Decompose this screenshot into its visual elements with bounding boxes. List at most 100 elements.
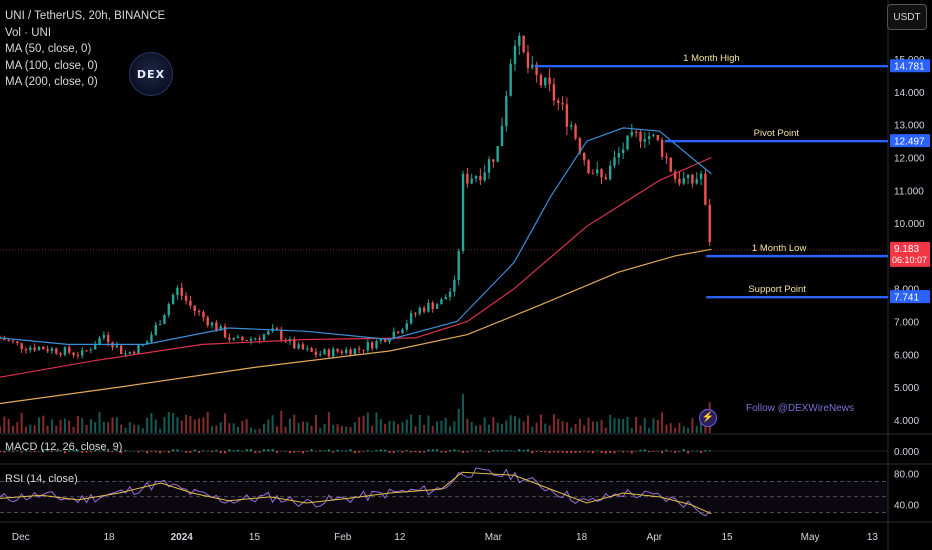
- candle-body: [509, 63, 512, 96]
- candle-body: [379, 339, 383, 341]
- macd-histogram-bar: [68, 449, 71, 452]
- macd-histogram-bar: [388, 451, 391, 453]
- candle-body: [141, 344, 145, 346]
- macd-histogram-bar: [613, 451, 616, 454]
- macd-histogram-bar: [323, 450, 326, 452]
- candle-body: [267, 331, 270, 335]
- candle-body: [89, 349, 93, 351]
- volume-bar: [275, 426, 278, 433]
- time-tick-label: May: [801, 532, 820, 543]
- volume-bar: [375, 412, 378, 433]
- macd-histogram-bar: [600, 451, 603, 454]
- volume-bar: [500, 424, 503, 433]
- candle-body: [59, 353, 62, 355]
- candle-body: [336, 348, 339, 352]
- lightning-icon[interactable]: ⚡: [699, 409, 717, 427]
- candle-body: [604, 177, 608, 180]
- macd-tick-label: 0.000: [894, 447, 919, 458]
- currency-button[interactable]: USDT: [887, 4, 927, 30]
- candle-body: [24, 349, 28, 351]
- candle-body: [323, 349, 326, 355]
- macd-histogram-bar: [176, 449, 179, 452]
- macd-histogram-bar: [94, 449, 97, 452]
- volume-bar: [102, 421, 105, 433]
- candle-body: [362, 349, 365, 351]
- macd-label[interactable]: MACD (12, 26, close, 9): [5, 441, 123, 453]
- candle-body: [405, 323, 408, 330]
- candle-body: [496, 146, 499, 162]
- macd-histogram-bar: [687, 451, 690, 454]
- ma200-label[interactable]: MA (200, close, 0): [5, 76, 98, 88]
- candle-body: [557, 100, 560, 103]
- macd-histogram-bar: [284, 450, 287, 452]
- candle-body: [158, 324, 162, 326]
- macd-histogram-bar: [431, 449, 434, 452]
- macd-histogram-bar: [661, 451, 664, 454]
- volume-bar: [405, 419, 408, 433]
- volume-bar: [505, 420, 508, 433]
- volume-bar: [591, 421, 594, 433]
- level-price-label-box: [890, 59, 930, 73]
- time-tick-label: 18: [103, 532, 115, 543]
- candle-body: [20, 343, 23, 350]
- volume-bar: [587, 417, 590, 433]
- candle-body: [418, 307, 421, 314]
- macd-histogram-bar: [488, 451, 491, 453]
- volume-bar: [488, 424, 491, 433]
- rsi-label[interactable]: RSI (14, close): [5, 473, 78, 485]
- macd-histogram-bar: [656, 450, 659, 452]
- time-tick-label: 2024: [171, 532, 194, 543]
- macd-histogram-bar: [249, 449, 252, 452]
- volume-bar: [522, 421, 525, 433]
- candle-body: [189, 300, 192, 306]
- candle-body: [483, 172, 486, 181]
- volume-bar: [267, 419, 270, 433]
- volume-bar: [271, 415, 274, 433]
- volume-bar: [457, 408, 460, 433]
- macd-histogram-bar: [63, 451, 66, 454]
- candle-body: [297, 344, 300, 349]
- candle-body: [55, 348, 58, 354]
- time-tick-label: Apr: [647, 532, 663, 543]
- ma50-label[interactable]: MA (50, close, 0): [5, 43, 92, 55]
- ma100-label[interactable]: MA (100, close, 0): [5, 59, 98, 72]
- volume-bar: [340, 426, 343, 433]
- macd-histogram-bar: [353, 451, 356, 454]
- volume-bar: [189, 415, 192, 433]
- time-tick-label: 12: [394, 532, 406, 543]
- volume-bar: [440, 420, 443, 433]
- volume-bar: [55, 425, 58, 433]
- volume-bar: [535, 422, 538, 433]
- macd-histogram-bar: [496, 450, 499, 452]
- candle-body: [219, 326, 222, 331]
- candle-body: [197, 311, 201, 313]
- volume-bar: [310, 426, 313, 433]
- macd-histogram-bar: [7, 449, 10, 452]
- macd-histogram-bar: [513, 450, 516, 452]
- volume-bar: [531, 426, 534, 433]
- macd-histogram-bar: [33, 451, 36, 452]
- candle-body: [574, 125, 577, 139]
- volume-bar: [172, 413, 175, 433]
- last-price-label: 9.183: [894, 244, 919, 255]
- volume-bar: [656, 419, 659, 433]
- macd-histogram-bar: [59, 450, 62, 452]
- candle-body: [280, 329, 283, 340]
- volume-bar: [345, 426, 348, 433]
- volume-bar: [137, 424, 140, 433]
- candle-body: [72, 352, 75, 355]
- candle-body: [466, 173, 469, 184]
- macd-histogram-bar: [206, 450, 209, 452]
- symbol-line[interactable]: UNI / TetherUS, 20h, BINANCE: [5, 10, 166, 22]
- candle-body: [310, 348, 313, 352]
- macd-histogram-bar: [539, 451, 542, 453]
- volume-bar: [202, 417, 205, 433]
- macd-histogram-bar: [29, 451, 32, 452]
- macd-histogram-bar: [224, 451, 227, 454]
- volume-bar: [665, 424, 668, 433]
- candle-body: [492, 159, 495, 162]
- candle-body: [29, 347, 32, 350]
- volume-label[interactable]: Vol · UNI: [5, 26, 52, 39]
- volume-bar: [159, 428, 162, 433]
